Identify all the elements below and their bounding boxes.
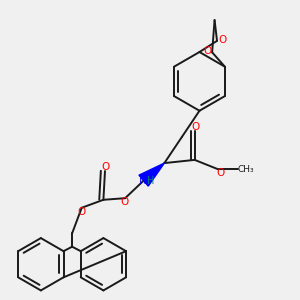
Text: O: O [216, 168, 224, 178]
Text: N: N [139, 176, 147, 186]
Polygon shape [139, 163, 164, 186]
Text: CH₃: CH₃ [238, 165, 254, 174]
Text: H: H [147, 176, 154, 186]
Text: O: O [101, 162, 110, 172]
Text: O: O [120, 197, 129, 207]
Text: O: O [203, 46, 212, 56]
Text: O: O [191, 122, 200, 132]
Text: O: O [218, 35, 226, 45]
Text: O: O [77, 207, 85, 217]
